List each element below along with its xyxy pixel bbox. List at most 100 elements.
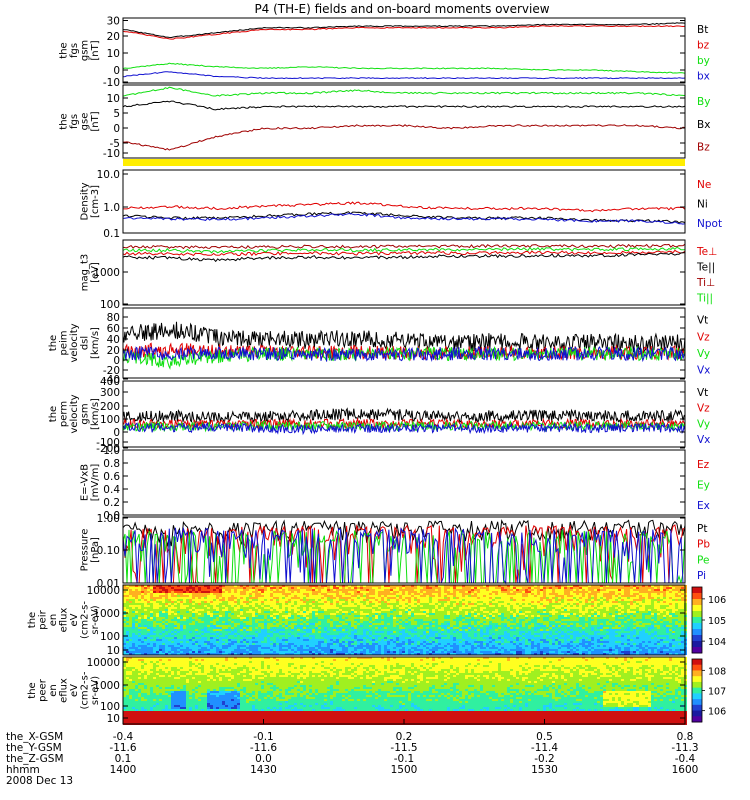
spectrogram-cell [597, 585, 600, 587]
y-axis-label-line: [nT] [90, 40, 101, 60]
spectrogram-cell [453, 621, 456, 623]
spectrogram-cell [171, 597, 174, 599]
spectrogram-cell [384, 589, 387, 591]
spectrogram-cell [588, 607, 591, 609]
spectrogram-cell [162, 601, 165, 603]
spectrogram-cell [489, 591, 492, 593]
spectrogram-cell [423, 615, 426, 617]
spectrogram-cell [489, 611, 492, 613]
spectrogram-cell [138, 623, 141, 625]
spectrogram-cell [471, 601, 474, 603]
spectrogram-cell [459, 597, 462, 599]
spectrogram-cell [144, 585, 147, 587]
spectrogram-cell [177, 597, 180, 599]
spectrogram-cell [318, 597, 321, 599]
spectrogram-cell [366, 593, 369, 595]
spectrogram-cell [312, 633, 315, 635]
spectrogram-cell [255, 595, 258, 597]
spectrogram-cell [609, 593, 612, 595]
spectrogram-cell [156, 607, 159, 609]
spectrogram-cell [372, 591, 375, 593]
spectrogram-cell [219, 615, 222, 617]
spectrogram-cell [174, 623, 177, 625]
spectrogram-cell [180, 603, 183, 605]
spectrogram-cell [594, 597, 597, 599]
spectrogram-cell [429, 591, 432, 593]
spectrogram-cell [654, 605, 657, 607]
spectrogram-cell [558, 617, 561, 619]
spectrogram-cell [597, 587, 600, 589]
spectrogram-cell [507, 603, 510, 605]
spectrogram-cell [627, 625, 630, 627]
spectrogram-cell [450, 619, 453, 621]
spectrogram-cell [375, 595, 378, 597]
spectrogram-cell [609, 597, 612, 599]
y-tick-label: 1000 [93, 267, 120, 279]
spectrogram-cell [636, 631, 639, 633]
spectrogram-cell [618, 615, 621, 617]
spectrogram-cell [666, 621, 669, 623]
spectrogram-cell [192, 589, 195, 591]
spectrogram-cell [513, 609, 516, 611]
spectrogram-cell [678, 607, 681, 609]
spectrogram-cell [357, 615, 360, 617]
spectrogram-cell [618, 617, 621, 619]
spectrogram-cell [246, 619, 249, 621]
spectrogram-cell [594, 591, 597, 593]
spectrogram-cell [489, 625, 492, 627]
spectrogram-cell [171, 633, 174, 635]
spectrogram-cell [582, 587, 585, 589]
spectrogram-cell [375, 621, 378, 623]
spectrogram-cell [528, 591, 531, 593]
spectrogram-cell [318, 601, 321, 603]
spectrogram-cell [612, 613, 615, 615]
spectrogram-cell [342, 623, 345, 625]
spectrogram-cell [546, 627, 549, 629]
spectrogram-cell [381, 605, 384, 607]
spectrogram-cell [399, 607, 402, 609]
spectrogram-cell [243, 609, 246, 611]
spectrogram-cell [543, 599, 546, 601]
spectrogram-cell [501, 617, 504, 619]
spectrogram-cell [507, 633, 510, 635]
spectrogram-cell [357, 589, 360, 591]
spectrogram-cell [195, 625, 198, 627]
spectrogram-cell [249, 589, 252, 591]
spectrogram-cell [159, 611, 162, 613]
spectrogram-cell [492, 587, 495, 589]
spectrogram-cell [189, 623, 192, 625]
spectrogram-cell [366, 603, 369, 605]
spectrogram-cell [363, 601, 366, 603]
spectrogram-cell [432, 595, 435, 597]
spectrogram-cell [366, 601, 369, 603]
spectrogram-cell [405, 625, 408, 627]
spectrogram-cell [342, 591, 345, 593]
spectrogram-cell [366, 589, 369, 591]
spectrogram-cell [126, 621, 129, 623]
y-tick-label: 60 [107, 323, 120, 335]
spectrogram-cell [129, 623, 132, 625]
spectrogram-cell [156, 603, 159, 605]
spectrogram-cell [303, 589, 306, 591]
spectrogram-cell [357, 617, 360, 619]
spectrogram-cell [240, 611, 243, 613]
spectrogram-cell [609, 611, 612, 613]
spectrogram-cell [540, 599, 543, 601]
spectrogram-cell [291, 625, 294, 627]
spectrogram-cell [606, 633, 609, 635]
spectrogram-cell [315, 609, 318, 611]
spectrogram-cell [423, 619, 426, 621]
spectrogram-cell [438, 633, 441, 635]
spectrogram-cell [126, 631, 129, 633]
spectrogram-cell [330, 599, 333, 601]
spectrogram-cell [579, 603, 582, 605]
spectrogram-cell [438, 587, 441, 589]
spectrogram-cell [348, 615, 351, 617]
spectrogram-cell [363, 585, 366, 587]
spectrogram-cell [639, 593, 642, 595]
spectrogram-cell [603, 609, 606, 611]
spectrogram-cell [360, 631, 363, 633]
spectrogram-cell [447, 631, 450, 633]
spectrogram-cell [441, 605, 444, 607]
spectrogram-cell [564, 629, 567, 631]
